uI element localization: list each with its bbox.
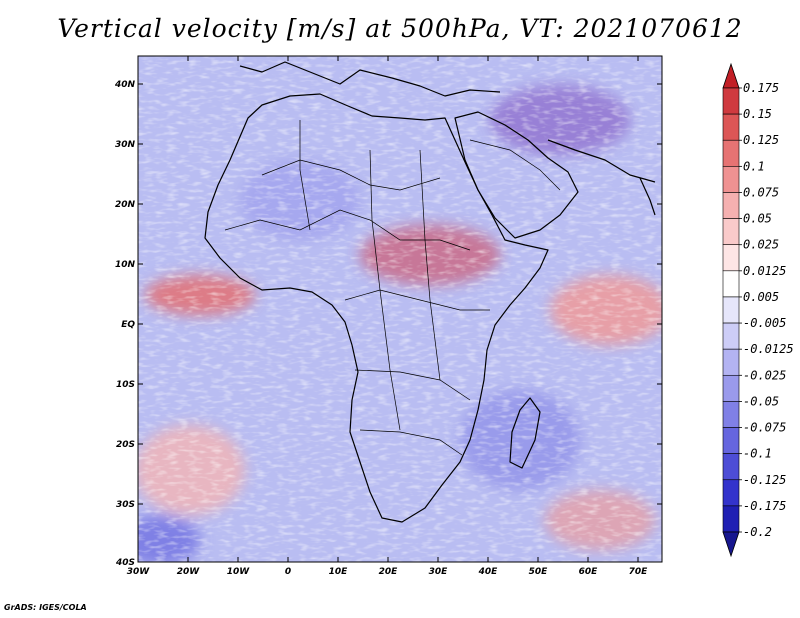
colorbar-bottom-arrow	[722, 531, 740, 558]
lon-label: 60E	[579, 567, 599, 577]
colorbar-label: 0.1	[743, 159, 765, 173]
colorbar-swatch	[722, 192, 740, 219]
lat-label: 10S	[116, 380, 135, 390]
lon-label: 0	[285, 567, 291, 577]
lon-label: 30W	[127, 567, 151, 577]
field-texture	[138, 56, 662, 562]
colorbar-label: 0.05	[743, 212, 772, 226]
border-southern	[359, 429, 463, 456]
border-middle-east	[469, 139, 561, 191]
colorbar-label: 0.025	[743, 238, 779, 252]
colorbar-label: -0.2	[743, 525, 772, 539]
lat-label: 10N	[115, 260, 136, 270]
coastlines	[204, 61, 656, 523]
colorbar-label: 0.0125	[743, 264, 786, 278]
lon-label: 40E	[478, 567, 499, 577]
border-vertical-east	[419, 149, 441, 381]
vertical-velocity-field	[138, 56, 662, 562]
colorbar-label: 0.125	[743, 133, 779, 147]
colorbar-label: 0.15	[743, 107, 772, 121]
credit-text: GrADS: IGES/COLA	[4, 603, 87, 612]
country-borders	[224, 120, 561, 456]
plot-frame	[137, 55, 663, 563]
colorbar-label: -0.05	[743, 394, 779, 408]
colorbar-swatch	[722, 166, 740, 193]
colorbar-swatch	[722, 139, 740, 167]
lon-label: 10E	[329, 567, 349, 577]
colorbar-swatch	[722, 218, 740, 246]
colorbar-swatch	[722, 374, 740, 402]
lon-label: 20W	[177, 567, 201, 577]
colorbar-swatch	[722, 401, 740, 428]
colorbar: 0.175 0.15 0.125 0.1 0.075 0.05 0.025 0.0125 0.0…	[722, 62, 794, 558]
colorbar-swatch	[722, 479, 740, 507]
lat-label: 30S	[116, 500, 135, 510]
colorbar-label: -0.0125	[743, 342, 794, 356]
madagascar-coastline	[509, 397, 541, 469]
colorbar-swatch	[722, 322, 740, 350]
colorbar-label: -0.125	[743, 473, 786, 487]
colorbar-label: -0.075	[743, 421, 786, 435]
border-south	[354, 369, 471, 401]
lat-label: 30N	[115, 140, 136, 150]
lat-label: 20S	[116, 440, 135, 450]
colorbar-label: -0.1	[743, 447, 772, 461]
colorbar-swatch	[722, 113, 740, 141]
lon-label: 30E	[429, 567, 449, 577]
colorbar-swatch	[722, 87, 740, 115]
colorbar-label: -0.175	[743, 499, 786, 513]
colorbar-swatch	[722, 348, 740, 376]
colorbar-label: 0.075	[743, 185, 779, 199]
colorbar-swatch	[722, 270, 740, 298]
lat-label: 20N	[115, 200, 136, 210]
africa-coastline	[204, 93, 549, 523]
border-central	[344, 289, 490, 311]
lat-label: 40N	[114, 80, 136, 90]
colorbar-label: -0.025	[743, 368, 786, 382]
lon-label: 50E	[529, 567, 549, 577]
colorbar-label: -0.005	[743, 316, 786, 330]
colorbar-swatch	[722, 427, 740, 454]
border-north	[261, 159, 441, 191]
border-vertical-west	[299, 120, 311, 231]
arabia-coastline	[454, 111, 579, 239]
colorbar-top-arrow	[722, 62, 740, 89]
map-title: Vertical velocity [m/s] at 500hPa, VT: 2…	[57, 14, 743, 43]
border-sahel	[224, 209, 471, 251]
iran-coastline	[547, 139, 656, 183]
colorbar-label: 0.005	[743, 290, 779, 304]
colorbar-swatch	[722, 244, 740, 272]
lat-label: 40S	[115, 558, 135, 568]
lon-label: 20E	[379, 567, 399, 577]
india-coastline	[639, 177, 656, 216]
colorbar-label: 0.175	[743, 81, 779, 95]
lon-label: 70E	[629, 567, 649, 577]
colorbar-swatch	[722, 505, 740, 533]
europe-coastline	[239, 61, 501, 97]
colorbar-swatch	[722, 296, 740, 324]
lon-label: 10W	[227, 567, 251, 577]
colorbar-swatch	[722, 453, 740, 481]
lat-label: EQ	[121, 320, 135, 330]
border-vertical-mid	[369, 149, 401, 431]
